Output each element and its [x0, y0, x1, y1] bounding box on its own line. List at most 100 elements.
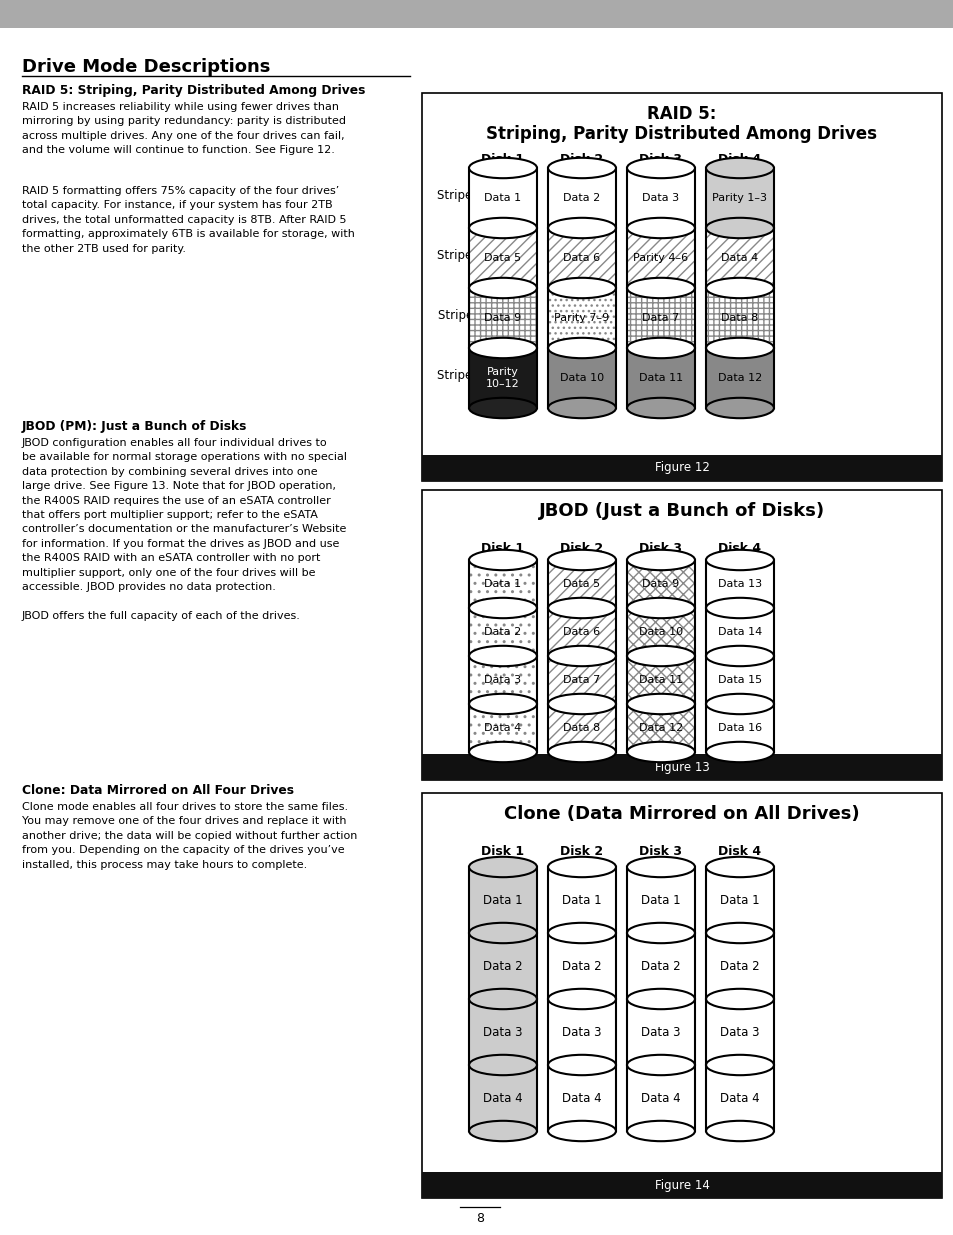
Polygon shape [469, 168, 537, 228]
Text: Clone (Data Mirrored on All Drives): Clone (Data Mirrored on All Drives) [503, 805, 859, 823]
Text: Disk 1: Disk 1 [481, 153, 524, 165]
Ellipse shape [469, 989, 537, 1009]
Text: Disk 2: Disk 2 [559, 845, 603, 858]
Polygon shape [469, 704, 537, 752]
Ellipse shape [469, 338, 537, 358]
Text: Data 1: Data 1 [561, 893, 601, 906]
Polygon shape [469, 228, 537, 288]
Text: JBOD configuration enables all four individual drives to
be available for normal: JBOD configuration enables all four indi… [22, 438, 347, 621]
Polygon shape [705, 1065, 773, 1131]
Text: Data 1: Data 1 [484, 579, 521, 589]
Text: Data 11: Data 11 [639, 676, 682, 685]
Ellipse shape [626, 923, 695, 944]
Text: Parity
10–12: Parity 10–12 [486, 367, 519, 389]
Ellipse shape [469, 646, 537, 666]
Text: Data 10: Data 10 [639, 627, 682, 637]
Ellipse shape [469, 158, 537, 178]
Text: Disk 3: Disk 3 [639, 845, 681, 858]
Ellipse shape [626, 1121, 695, 1141]
Ellipse shape [547, 598, 616, 619]
Text: Data 2: Data 2 [482, 960, 522, 972]
Text: Data 9: Data 9 [641, 579, 679, 589]
Polygon shape [547, 559, 616, 608]
Ellipse shape [469, 1055, 537, 1076]
Text: Data 2: Data 2 [563, 193, 600, 203]
Text: Data 7: Data 7 [641, 312, 679, 324]
Text: Data 2: Data 2 [561, 960, 601, 972]
Text: Data 4: Data 4 [640, 1092, 680, 1104]
Polygon shape [626, 867, 695, 932]
Polygon shape [547, 1065, 616, 1131]
Polygon shape [626, 656, 695, 704]
Polygon shape [705, 348, 773, 408]
Polygon shape [547, 867, 616, 932]
Text: Figure 13: Figure 13 [654, 761, 709, 773]
Text: Disk 2: Disk 2 [559, 153, 603, 165]
Text: Data 13: Data 13 [718, 579, 761, 589]
Ellipse shape [469, 217, 537, 238]
Ellipse shape [705, 742, 773, 762]
Polygon shape [547, 288, 616, 348]
Ellipse shape [469, 742, 537, 762]
Ellipse shape [626, 217, 695, 238]
Ellipse shape [469, 278, 537, 298]
Ellipse shape [626, 857, 695, 877]
Ellipse shape [547, 398, 616, 419]
Text: Data 6: Data 6 [563, 253, 600, 263]
Ellipse shape [705, 923, 773, 944]
Ellipse shape [547, 742, 616, 762]
Polygon shape [547, 999, 616, 1065]
Text: Data 14: Data 14 [717, 627, 761, 637]
Polygon shape [705, 288, 773, 348]
Ellipse shape [547, 646, 616, 666]
Ellipse shape [469, 398, 537, 419]
Ellipse shape [547, 217, 616, 238]
Text: Figure 14: Figure 14 [654, 1178, 709, 1192]
Polygon shape [705, 608, 773, 656]
Ellipse shape [469, 550, 537, 571]
Polygon shape [547, 228, 616, 288]
Polygon shape [626, 559, 695, 608]
Ellipse shape [626, 158, 695, 178]
Text: Data 1: Data 1 [720, 893, 759, 906]
Text: 8: 8 [476, 1212, 483, 1224]
Polygon shape [547, 608, 616, 656]
Ellipse shape [705, 398, 773, 419]
Ellipse shape [547, 694, 616, 714]
Text: Data 3: Data 3 [483, 1025, 522, 1039]
Polygon shape [469, 932, 537, 999]
Text: Parity 7–9: Parity 7–9 [554, 312, 609, 324]
Polygon shape [469, 348, 537, 408]
Text: Stripe 3: Stripe 3 [437, 309, 483, 321]
Text: Clone: Data Mirrored on All Four Drives: Clone: Data Mirrored on All Four Drives [22, 784, 294, 797]
Text: Parity 4–6: Parity 4–6 [633, 253, 688, 263]
Text: Drive Mode Descriptions: Drive Mode Descriptions [22, 58, 270, 77]
Polygon shape [626, 228, 695, 288]
Text: Figure 12: Figure 12 [654, 462, 709, 474]
Text: Data 3: Data 3 [640, 1025, 680, 1039]
Text: Striping, Parity Distributed Among Drives: Striping, Parity Distributed Among Drive… [486, 125, 877, 143]
Text: Data 1: Data 1 [482, 893, 522, 906]
Ellipse shape [705, 857, 773, 877]
Polygon shape [547, 656, 616, 704]
Bar [421, 490, 941, 781]
Text: Data 4: Data 4 [720, 253, 758, 263]
Ellipse shape [547, 550, 616, 571]
Ellipse shape [626, 989, 695, 1009]
Text: Data 3: Data 3 [720, 1025, 759, 1039]
Text: Data 4: Data 4 [484, 722, 521, 734]
Text: Data 8: Data 8 [563, 722, 600, 734]
Polygon shape [469, 867, 537, 932]
Text: RAID 5 formatting offers 75% capacity of the four drives’
total capacity. For in: RAID 5 formatting offers 75% capacity of… [22, 186, 355, 253]
Text: Stripe 4: Stripe 4 [437, 368, 483, 382]
Ellipse shape [626, 742, 695, 762]
Polygon shape [626, 932, 695, 999]
Text: Data 2: Data 2 [484, 627, 521, 637]
Text: Data 3: Data 3 [561, 1025, 601, 1039]
Text: Data 4: Data 4 [561, 1092, 601, 1104]
Bar [421, 793, 941, 1198]
Text: Data 3: Data 3 [484, 676, 521, 685]
Text: Data 6: Data 6 [563, 627, 600, 637]
Ellipse shape [626, 398, 695, 419]
Ellipse shape [626, 694, 695, 714]
